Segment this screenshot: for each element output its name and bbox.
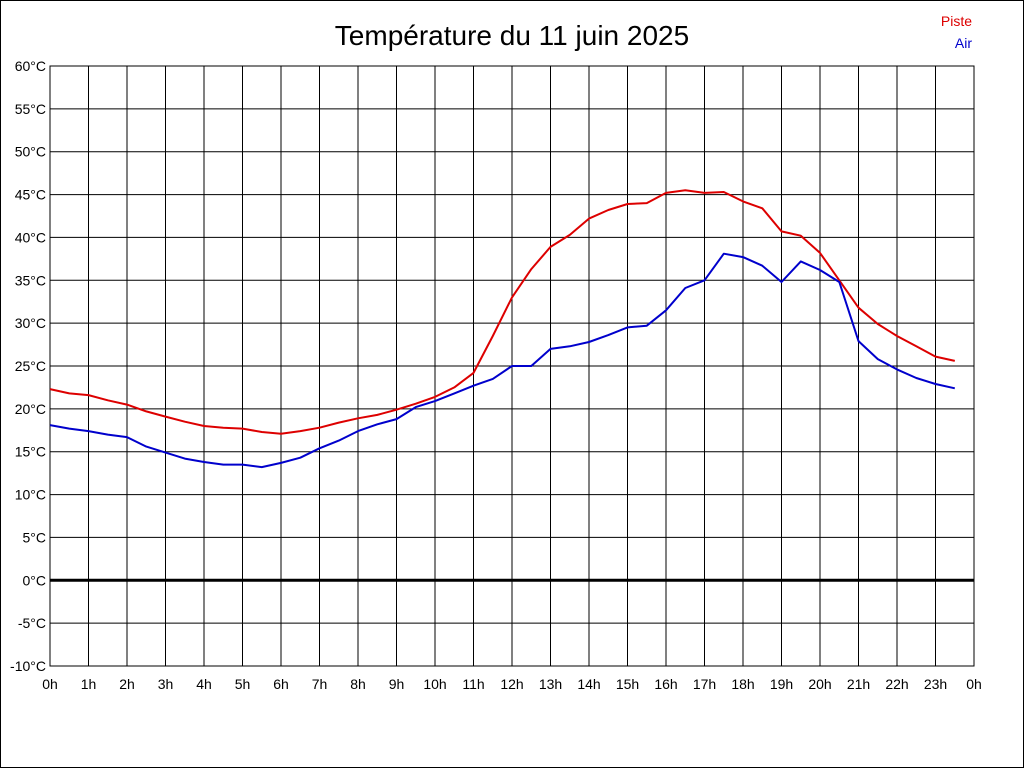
x-tick-label: 9h <box>389 676 405 692</box>
y-tick-label: 10°C <box>15 487 46 503</box>
y-tick-label: 20°C <box>15 401 46 417</box>
x-tick-label: 8h <box>350 676 366 692</box>
y-tick-label: 30°C <box>15 315 46 331</box>
x-tick-label: 1h <box>81 676 97 692</box>
y-tick-label: 5°C <box>23 529 47 545</box>
y-axis-ticks: 60°C 55°C 50°C 45°C 40°C 35°C 30°C 25°C 20°C 15°C… <box>10 58 46 674</box>
x-tick-label: 6h <box>273 676 289 692</box>
x-tick-label: 21h <box>847 676 870 692</box>
x-tick-label: 20h <box>808 676 831 692</box>
x-tick-label: 16h <box>654 676 677 692</box>
x-tick-label: 10h <box>423 676 446 692</box>
legend-item-air: Air <box>955 35 972 51</box>
x-tick-label: 3h <box>158 676 174 692</box>
x-tick-label: 19h <box>770 676 793 692</box>
x-tick-label: 11h <box>462 676 484 692</box>
x-axis-ticks: 0h 1h 2h 3h 4h 5h 6h 7h 8h 9h 10h 11h 12h 13h 14h 15h 16… <box>42 676 982 692</box>
y-tick-label: 55°C <box>15 101 46 117</box>
legend-item-piste: Piste <box>941 13 972 29</box>
series-lines <box>49 189 956 469</box>
x-tick-label: 18h <box>731 676 754 692</box>
y-tick-label: 60°C <box>15 58 46 74</box>
x-tick-label: 23h <box>924 676 947 692</box>
y-tick-label: 40°C <box>15 229 46 245</box>
x-tick-label: 12h <box>500 676 523 692</box>
y-tick-label: 15°C <box>15 444 46 460</box>
x-tick-label: 22h <box>885 676 908 692</box>
x-tick-label: 5h <box>235 676 251 692</box>
x-tick-label: 0h <box>966 676 982 692</box>
x-tick-label: 15h <box>616 676 639 692</box>
y-tick-label: 25°C <box>15 358 46 374</box>
series-line-air <box>49 252 956 469</box>
y-tick-label: 0°C <box>23 572 47 588</box>
x-tick-label: 13h <box>539 676 562 692</box>
x-tick-label: 4h <box>196 676 212 692</box>
x-tick-label: 7h <box>312 676 328 692</box>
x-tick-label: 0h <box>42 676 58 692</box>
grid <box>49 65 975 667</box>
y-tick-label: -10°C <box>10 658 46 674</box>
x-tick-label: 17h <box>693 676 716 692</box>
y-tick-label: 35°C <box>15 272 46 288</box>
y-tick-label: 45°C <box>15 187 46 203</box>
y-tick-label: -5°C <box>18 615 46 631</box>
x-tick-label: 2h <box>119 676 135 692</box>
y-tick-label: 50°C <box>15 144 46 160</box>
series-line-piste <box>49 189 956 435</box>
x-tick-label: 14h <box>577 676 600 692</box>
legend: Piste Air <box>941 13 972 51</box>
chart-title: Température du 11 juin 2025 <box>335 20 689 51</box>
